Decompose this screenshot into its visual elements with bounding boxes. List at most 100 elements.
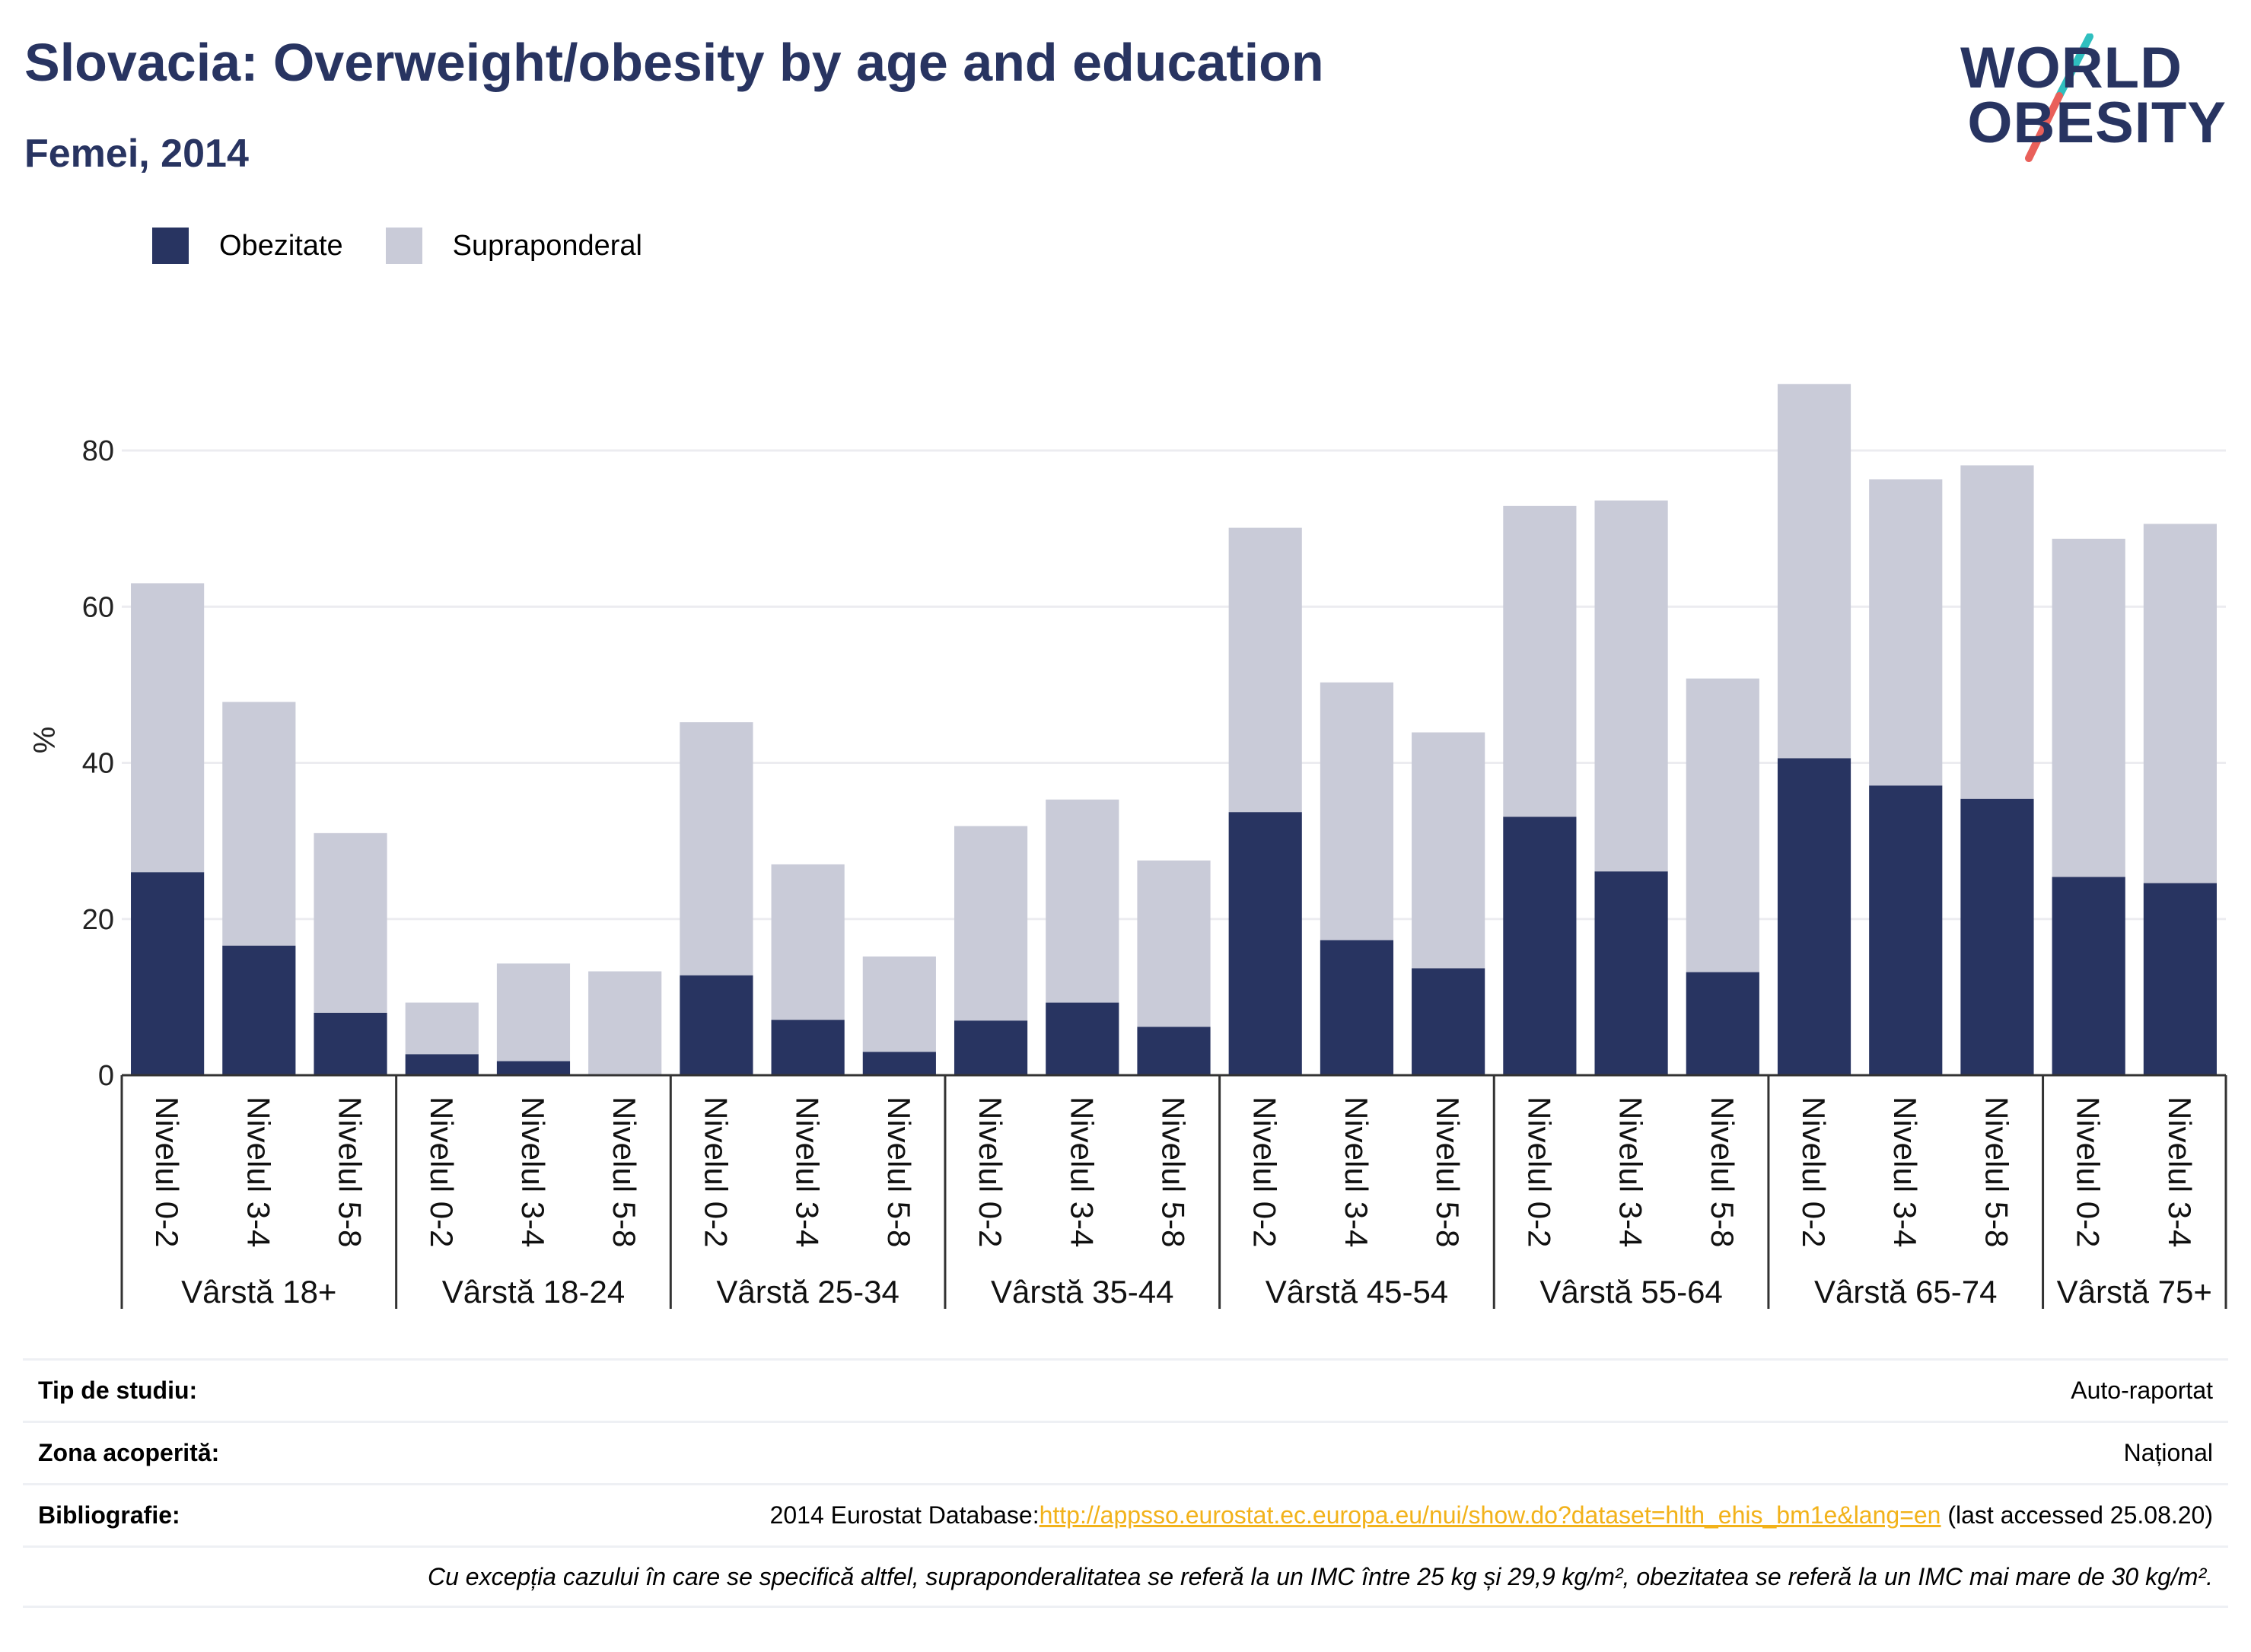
bar-obezitate [1046,1002,1119,1075]
bar-obezitate [1503,816,1577,1075]
bar-obezitate [771,1020,845,1075]
info-label: Tip de studiu: [38,1377,198,1404]
x-tick-label: Nivelul 0-2 [424,1097,460,1247]
bar-obezitate [1686,972,1759,1075]
info-row-bibliography: Bibliografie: 2014 Eurostat Database:htt… [23,1483,2228,1545]
bar-obezitate [2052,877,2125,1075]
x-tick-label: Nivelul 3-4 [2162,1097,2198,1247]
y-tick-label: 20 [82,904,114,936]
y-axis-label: % [28,727,62,754]
legend-swatch-supraponderal [385,228,422,264]
bar-supraponderal [1594,500,1668,872]
bar-supraponderal [1960,465,2034,799]
x-tick-label: Nivelul 0-2 [1247,1097,1283,1247]
bar-obezitate [131,872,205,1075]
legend-swatch-obezitate [152,228,189,264]
biblio-prefix: 2014 Eurostat Database: [769,1501,1040,1529]
logo-slash-icon [2025,33,2093,162]
bar-supraponderal [496,963,571,1062]
x-tick-label: Nivelul 5-8 [1705,1097,1740,1247]
bar-supraponderal [1777,384,1851,759]
group-label: Vârstă 35-44 [991,1274,1173,1310]
x-tick-label: Nivelul 3-4 [1064,1097,1100,1247]
logo-text-world: WORLD [1960,36,2183,100]
legend-item-obezitate[interactable]: Obezitate [152,228,343,264]
group-label: Vârstă 75+ [2057,1274,2212,1310]
legend-item-supraponderal[interactable]: Supraponderal [385,228,642,264]
bar-supraponderal [2052,538,2125,877]
chart-subtitle: Femei, 2014 [24,132,249,176]
x-tick-label: Nivelul 0-2 [149,1097,185,1247]
x-tick-label: Nivelul 0-2 [698,1097,734,1247]
bar-supraponderal [2143,524,2217,883]
x-tick-label: Nivelul 0-2 [2071,1097,2106,1247]
bar-obezitate [680,975,753,1075]
bar-obezitate [1412,968,1485,1075]
info-label: Bibliografie: [38,1501,180,1529]
bar-supraponderal [1228,527,1302,813]
bar-supraponderal [1503,505,1577,817]
x-tick-label: Nivelul 5-8 [1979,1097,2014,1247]
info-value: 2014 Eurostat Database:http://appsso.eur… [770,1501,2213,1529]
stacked-bar-chart: 0 20 40 60 80% Nivelul 0-2 Nivelul 3-4 Nivelul … [28,384,2227,1310]
bar-obezitate [1320,940,1394,1075]
bar-obezitate [1137,1027,1211,1075]
group-label: Vârstă 45-54 [1266,1274,1448,1310]
bar-obezitate [1960,798,2034,1075]
bar-obezitate [222,945,296,1075]
logo-text-obesity: OBESITY [1967,91,2227,155]
bar-supraponderal [222,702,296,946]
legend-label-obezitate: Obezitate [219,229,343,262]
group-label: Vârstă 65-74 [1814,1274,1997,1310]
group-label: Vârstă 18-24 [442,1274,625,1310]
x-tick-label: Nivelul 5-8 [607,1097,642,1247]
x-tick-label: Nivelul 3-4 [515,1097,551,1247]
bar-obezitate [1869,785,1943,1075]
chart-title: Slovacia: Overweight/obesity by age and … [24,33,1324,92]
y-tick-label: 40 [82,748,114,780]
bar-supraponderal [405,1002,479,1055]
x-tick-label: Nivelul 3-4 [1887,1097,1923,1247]
x-tick-label: Nivelul 0-2 [973,1097,1008,1247]
info-table: Tip de studiu: Auto-raportat Zona acoper… [23,1358,2228,1608]
info-label: Zona acoperită: [38,1439,220,1466]
chart-legend: Obezitate Supraponderal [152,227,685,265]
x-tick-label: Nivelul 0-2 [1521,1097,1557,1247]
bar-supraponderal [588,971,662,1075]
info-value: Național [2123,1439,2213,1466]
group-label: Vârstă 55-64 [1539,1274,1722,1310]
x-tick-label: Nivelul 3-4 [240,1097,276,1247]
bar-supraponderal [680,722,753,976]
bar-supraponderal [1412,732,1485,969]
bar-obezitate [2143,883,2217,1075]
bar-obezitate [314,1012,387,1075]
info-value: Auto-raportat [2071,1377,2213,1404]
info-row-study-type: Tip de studiu: Auto-raportat [23,1358,2228,1421]
bar-supraponderal [1320,682,1394,941]
x-tick-label: Nivelul 3-4 [790,1097,826,1247]
x-tick-label: Nivelul 5-8 [1156,1097,1192,1247]
x-tick-label: Nivelul 3-4 [1613,1097,1649,1247]
biblio-link[interactable]: http://appsso.eurostat.ec.europa.eu/nui/… [1039,1501,1941,1529]
bar-supraponderal [1869,479,1943,786]
bar-supraponderal [1137,860,1211,1027]
bar-obezitate [1228,812,1302,1075]
x-tick-label: Nivelul 5-8 [333,1097,368,1247]
x-tick-label: Nivelul 3-4 [1339,1097,1374,1247]
group-label: Vârstă 18+ [181,1274,336,1310]
group-label: Vârstă 25-34 [716,1274,899,1310]
bar-supraponderal [1046,799,1119,1003]
bar-supraponderal [771,864,845,1020]
bar-supraponderal [954,826,1028,1021]
world-obesity-logo: WORLD OBESITY [1960,33,2227,163]
bar-obezitate [1594,871,1668,1075]
legend-label-supraponderal: Supraponderal [452,229,642,262]
y-tick-label: 0 [98,1060,114,1092]
info-row-note: Cu excepția cazului în care se specifică… [23,1545,2228,1608]
bar-obezitate [405,1054,479,1075]
x-tick-label: Nivelul 5-8 [1430,1097,1466,1247]
x-tick-label: Nivelul 5-8 [881,1097,917,1247]
bar-obezitate [496,1061,571,1075]
info-row-coverage: Zona acoperită: Național [23,1421,2228,1483]
bar-supraponderal [314,832,387,1013]
